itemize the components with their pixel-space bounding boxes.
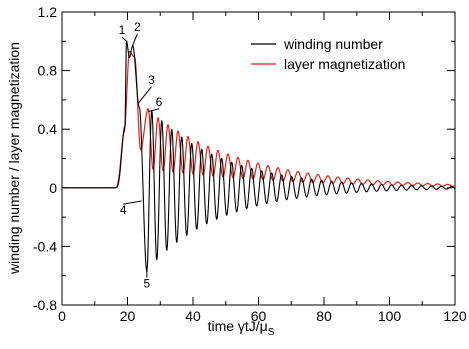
- x-tick-label: 20: [120, 308, 136, 324]
- x-axis-label: time γtJ/μS: [208, 318, 275, 338]
- legend-label-winding-number: winding number: [283, 36, 383, 52]
- y-tick-label: 0: [49, 180, 57, 196]
- x-axis: 0 20 40 60 80 100 120: [58, 12, 467, 324]
- annotation-label-3: 3: [148, 73, 155, 87]
- y-axis-label: winding number / layer magnetization: [6, 42, 22, 275]
- annotation-label-1: 1: [119, 23, 126, 37]
- annotation-label-2: 2: [134, 20, 141, 34]
- x-tick-label: 100: [378, 308, 402, 324]
- annotation-leader-6: [148, 108, 160, 113]
- x-tick-label: 0: [58, 308, 66, 324]
- legend-label-layer-magnetization: layer magnetization: [284, 56, 405, 72]
- x-axis-label-main: time γtJ/μ: [208, 318, 268, 334]
- y-tick-label: 0.4: [38, 121, 58, 137]
- legend: winding number layer magnetization: [251, 36, 405, 72]
- annotation-leader-1: [121, 36, 127, 42]
- y-tick-label: -0.4: [33, 238, 57, 254]
- x-tick-label: 80: [316, 308, 332, 324]
- annotations: 1 2 36 4 5: [119, 20, 163, 290]
- annotation-label-6: 6: [156, 95, 163, 109]
- y-tick-label: 0.8: [38, 63, 58, 79]
- x-tick-label: 60: [251, 308, 267, 324]
- y-tick-label: -0.8: [33, 297, 57, 313]
- annotation-leader-4: [123, 200, 142, 205]
- annotation-leader-2: [131, 33, 138, 46]
- annotation-label-5: 5: [143, 276, 150, 290]
- y-axis: -0.8 -0.4 0 0.4 0.8 1.2: [33, 4, 455, 313]
- series-layer-magnetization-line: [62, 50, 455, 189]
- series-winding-number-line: [62, 40, 455, 273]
- y-tick-label: 1.2: [38, 4, 58, 20]
- x-tick-label: 120: [443, 308, 467, 324]
- annotation-label-4: 4: [120, 203, 127, 217]
- x-axis-label-subscript: S: [268, 327, 275, 338]
- annotation-leader-3: [138, 86, 152, 104]
- x-tick-label: 40: [185, 308, 201, 324]
- plot-area: [61, 11, 456, 306]
